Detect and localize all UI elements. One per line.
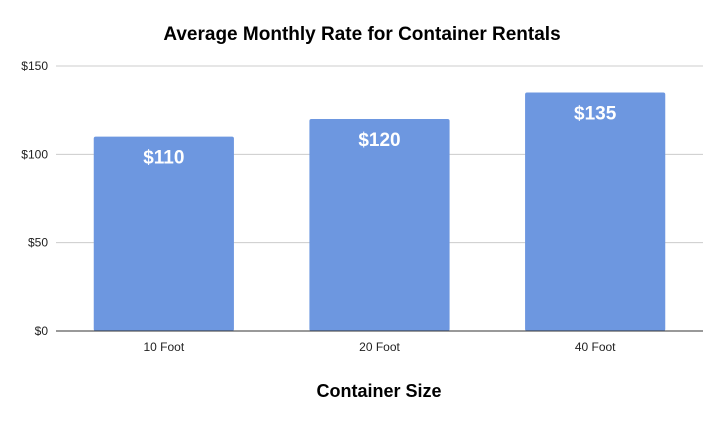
bars <box>93 92 666 331</box>
y-axis-ticks: $0 $50 $100 $150 <box>21 59 48 338</box>
y-tick-label: $100 <box>21 147 48 161</box>
bar <box>525 92 666 331</box>
chart-title: Average Monthly Rate for Container Renta… <box>163 24 560 45</box>
bar <box>309 119 450 331</box>
x-axis-ticks: 10 Foot 20 Foot 40 Foot <box>143 340 616 354</box>
y-tick-label: $50 <box>28 236 48 250</box>
x-tick-label: 40 Foot <box>575 340 616 354</box>
data-label: $120 <box>358 130 400 151</box>
data-labels: $110 $120 $135 <box>143 104 617 169</box>
y-tick-label: $150 <box>21 59 48 73</box>
y-tick-label: $0 <box>35 324 49 338</box>
data-label: $110 <box>143 148 184 169</box>
x-axis-title: Container Size <box>316 381 441 401</box>
data-label: $135 <box>574 104 617 125</box>
x-tick-label: 10 Foot <box>143 340 184 354</box>
x-tick-label: 20 Foot <box>359 340 400 354</box>
bar <box>93 136 234 331</box>
